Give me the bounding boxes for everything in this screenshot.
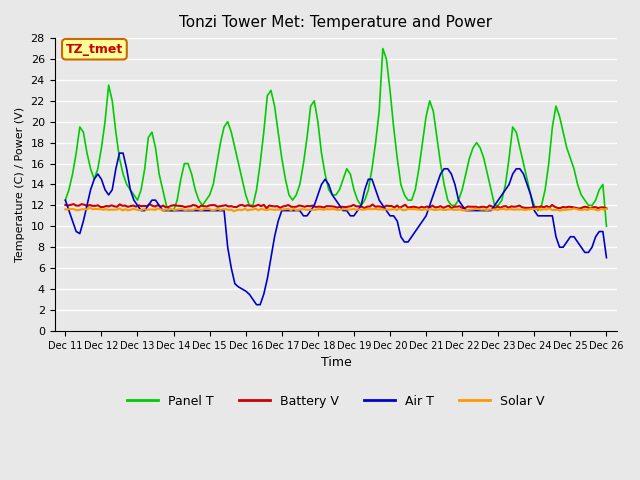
Air T (116, 150, 124, 156)
Air T (412, 228, 419, 234)
Solar V (61, 206, 69, 212)
X-axis label: Time: Time (321, 356, 351, 369)
Air T (599, 228, 607, 234)
Solar V (86, 204, 93, 210)
Solar V (562, 207, 570, 213)
Line: Solar V: Solar V (65, 207, 607, 211)
Battery V (165, 204, 173, 210)
Panel T (595, 187, 603, 192)
Text: TZ_tmet: TZ_tmet (66, 43, 123, 56)
Battery V (575, 206, 583, 212)
Solar V (603, 206, 611, 212)
Solar V (97, 206, 104, 212)
Panel T (253, 187, 260, 192)
Panel T (379, 46, 387, 51)
Solar V (83, 206, 91, 212)
Battery V (581, 204, 589, 210)
Legend: Panel T, Battery V, Air T, Solar V: Panel T, Battery V, Air T, Solar V (122, 390, 550, 413)
Line: Air T: Air T (65, 153, 607, 305)
Line: Battery V: Battery V (65, 204, 607, 209)
Panel T (444, 197, 452, 203)
Panel T (325, 187, 333, 192)
Line: Panel T: Panel T (65, 48, 607, 226)
Y-axis label: Temperature (C) / Power (V): Temperature (C) / Power (V) (15, 107, 25, 262)
Panel T (61, 197, 69, 203)
Air T (332, 197, 340, 203)
Battery V (603, 205, 611, 211)
Solar V (581, 206, 589, 212)
Solar V (230, 208, 238, 214)
Solar V (209, 207, 216, 213)
Battery V (78, 201, 86, 207)
Panel T (408, 197, 415, 203)
Battery V (61, 202, 69, 208)
Air T (260, 291, 268, 297)
Title: Tonzi Tower Met: Temperature and Power: Tonzi Tower Met: Temperature and Power (179, 15, 492, 30)
Air T (603, 255, 611, 261)
Battery V (209, 202, 216, 208)
Panel T (394, 156, 401, 161)
Air T (61, 197, 69, 203)
Battery V (97, 204, 104, 210)
Panel T (603, 223, 611, 229)
Solar V (165, 207, 173, 213)
Air T (447, 171, 455, 177)
Battery V (559, 204, 567, 210)
Air T (397, 234, 404, 240)
Air T (253, 302, 260, 308)
Battery V (86, 202, 93, 208)
